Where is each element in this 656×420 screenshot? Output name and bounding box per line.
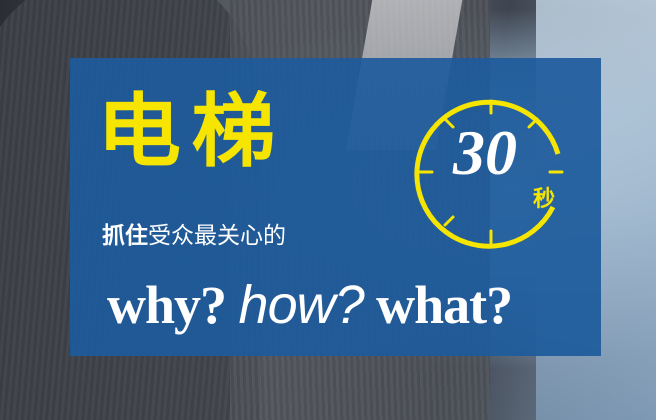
timer-clock-icon [414,99,564,249]
question-what: what? [376,275,513,335]
subtitle-text: 抓住受众最关心的 [102,216,286,250]
question-why: why? [107,275,227,335]
questions-line: why? how? what? [107,275,513,335]
timer-unit: 秒 [533,187,556,212]
subtitle-bold: 抓住 [102,223,148,249]
headline-title: 电梯 [97,85,286,178]
question-how: how? [238,275,365,335]
subtitle-rest: 受众最关心的 [148,223,286,249]
timer-value: 30 [453,117,517,188]
